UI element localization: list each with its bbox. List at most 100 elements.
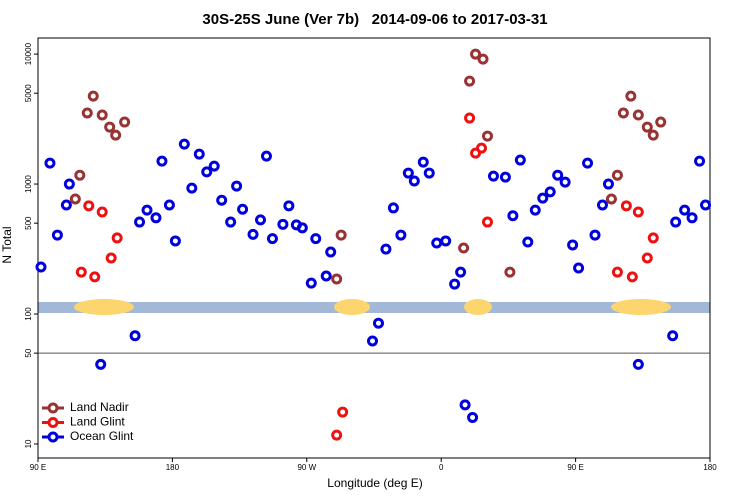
y-tick-label: 10 [24, 439, 33, 448]
point [110, 129, 122, 141]
point [559, 176, 571, 188]
point [625, 90, 637, 102]
x-tick-label: 180 [703, 463, 717, 472]
land-patch [334, 299, 370, 315]
point [231, 180, 243, 192]
point [487, 170, 499, 182]
point [201, 166, 213, 178]
point [169, 235, 181, 247]
point [96, 206, 108, 218]
point [380, 243, 392, 255]
land-mask-band [38, 299, 710, 315]
point [481, 216, 493, 228]
point [134, 216, 146, 228]
point [455, 266, 467, 278]
point [44, 157, 56, 169]
point [602, 178, 614, 190]
point [467, 411, 479, 423]
x-axis-label: Longitude (deg E) [327, 476, 422, 490]
point [163, 199, 175, 211]
point [337, 406, 349, 418]
point [60, 199, 72, 211]
legend-label: Land Glint [70, 415, 125, 429]
x-tick-label: 0 [439, 463, 444, 472]
point [335, 229, 347, 241]
point [150, 212, 162, 224]
land-patch [611, 299, 671, 315]
point [647, 129, 659, 141]
point [694, 155, 706, 167]
point [69, 193, 81, 205]
land-patch [464, 299, 492, 315]
point [537, 192, 549, 204]
x-tick-label: 90 W [297, 463, 316, 472]
point [476, 142, 488, 154]
point [260, 150, 272, 162]
point [296, 222, 308, 234]
point [632, 206, 644, 218]
y-tick-label: 5000 [24, 84, 33, 102]
point [237, 203, 249, 215]
point [641, 252, 653, 264]
y-tick-label: 10000 [24, 42, 33, 65]
point [331, 429, 343, 441]
point [193, 148, 205, 160]
point [499, 171, 511, 183]
point [626, 271, 638, 283]
point [402, 167, 414, 179]
point [408, 175, 420, 187]
point [255, 214, 267, 226]
point [81, 107, 93, 119]
point [395, 229, 407, 241]
point [417, 156, 429, 168]
point [670, 216, 682, 228]
x-tick-label: 90 E [30, 463, 46, 472]
point [647, 232, 659, 244]
y-axis-label: N Total [0, 226, 14, 263]
point [63, 178, 75, 190]
point [477, 53, 489, 65]
point [655, 116, 667, 128]
point [111, 232, 123, 244]
point [458, 242, 470, 254]
point [367, 335, 379, 347]
point [96, 109, 108, 121]
point [700, 199, 712, 211]
point [119, 116, 131, 128]
point [459, 399, 471, 411]
point [679, 204, 691, 216]
point [481, 130, 493, 142]
point [589, 229, 601, 241]
point [582, 157, 594, 169]
point [247, 228, 259, 240]
point [372, 317, 384, 329]
ocean-band [38, 302, 710, 313]
x-tick-label: 180 [166, 463, 180, 472]
point [617, 107, 629, 119]
legend-marker [47, 431, 59, 443]
legend-label: Land Nadir [70, 400, 129, 414]
point [75, 266, 87, 278]
point [320, 270, 332, 282]
point [105, 252, 117, 264]
point [605, 193, 617, 205]
land-patch [74, 299, 134, 315]
point [83, 200, 95, 212]
point [266, 233, 278, 245]
point [387, 202, 399, 214]
y-tick-label: 50 [24, 348, 33, 357]
point [470, 48, 482, 60]
point [283, 200, 295, 212]
point [504, 266, 516, 278]
y-tick-label: 100 [24, 307, 33, 321]
point [216, 194, 228, 206]
point [89, 271, 101, 283]
point [331, 273, 343, 285]
point [611, 169, 623, 181]
point [156, 155, 168, 167]
point [74, 169, 86, 181]
point [129, 330, 141, 342]
point [667, 330, 679, 342]
point [552, 169, 564, 181]
